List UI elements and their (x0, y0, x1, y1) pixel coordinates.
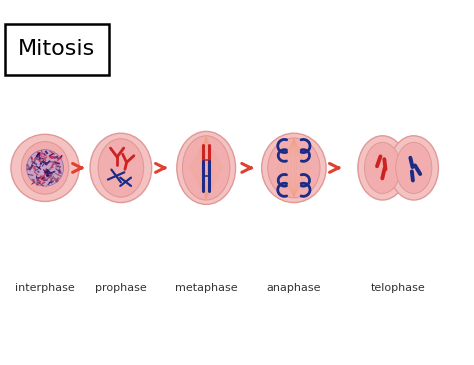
Text: metaphase: metaphase (175, 283, 237, 293)
Ellipse shape (98, 139, 144, 197)
Ellipse shape (21, 142, 69, 194)
Text: prophase: prophase (95, 283, 147, 293)
Ellipse shape (182, 136, 230, 200)
Ellipse shape (27, 150, 64, 186)
Ellipse shape (262, 133, 326, 203)
Ellipse shape (11, 134, 79, 201)
Ellipse shape (396, 142, 432, 193)
Ellipse shape (90, 133, 152, 203)
Text: interphase: interphase (15, 283, 75, 293)
Text: telophase: telophase (371, 283, 426, 293)
Ellipse shape (365, 142, 401, 193)
Ellipse shape (177, 131, 236, 204)
Ellipse shape (358, 136, 407, 200)
Ellipse shape (389, 136, 438, 200)
Ellipse shape (268, 138, 320, 198)
Text: Mitosis: Mitosis (18, 39, 95, 59)
FancyBboxPatch shape (5, 24, 109, 75)
Text: anaphase: anaphase (267, 283, 321, 293)
